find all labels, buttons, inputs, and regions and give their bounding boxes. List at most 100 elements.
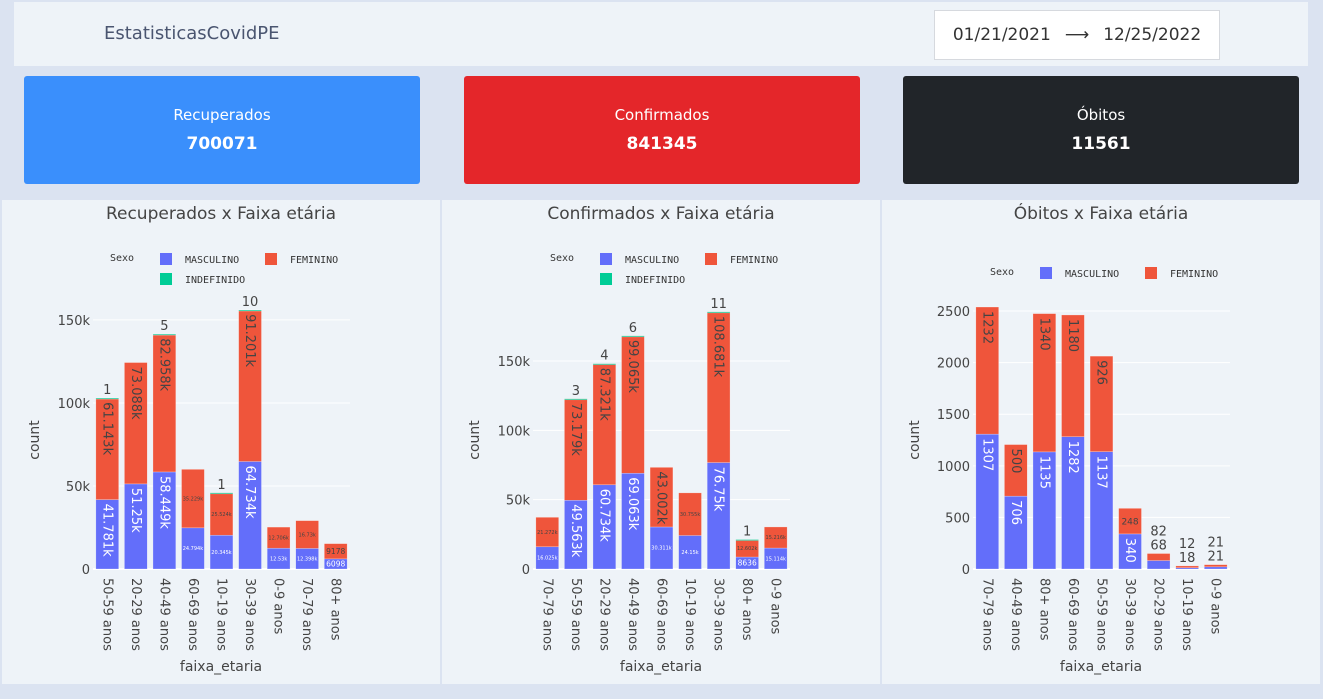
bar-indefinido bbox=[592, 363, 617, 365]
bar-label: 91.201k bbox=[242, 314, 257, 367]
x-tick-label: 60-69 anos bbox=[185, 578, 200, 651]
bar-label-outside: 11 bbox=[710, 297, 727, 312]
bar-label: 108.681k bbox=[711, 316, 726, 378]
bar-label: 64.734k bbox=[242, 466, 257, 519]
bar-label-outside: 10 bbox=[242, 295, 259, 310]
y-tick-label: 2500 bbox=[937, 305, 970, 320]
x-tick-label: 20-29 anos bbox=[1151, 578, 1166, 651]
bar-label: 248 bbox=[1121, 517, 1138, 527]
bar-label-outside: 4 bbox=[600, 349, 608, 364]
card-label: Óbitos bbox=[1076, 106, 1126, 124]
top-bar: EstatisticasCovidPE 01/21/2021 ⟶ 12/25/2… bbox=[14, 2, 1308, 66]
bar-feminino bbox=[295, 520, 319, 549]
legend-swatch bbox=[160, 273, 172, 285]
bar-feminino bbox=[1032, 313, 1057, 453]
x-tick-label: 80+ anos bbox=[1036, 578, 1051, 641]
bar-label: 99.065k bbox=[625, 340, 640, 393]
x-tick-label: 70-79 anos bbox=[299, 578, 314, 651]
bar-label-outside: 1 bbox=[103, 383, 111, 398]
x-tick-label: 40-49 anos bbox=[156, 578, 171, 651]
x-tick-label: 30-39 anos bbox=[1122, 578, 1137, 651]
x-axis-title: faixa_etaria bbox=[1060, 659, 1142, 675]
x-tick-label: 70-79 anos bbox=[539, 578, 554, 651]
bar-label: 61.143k bbox=[99, 402, 114, 455]
bar-label: 30.755k bbox=[680, 512, 700, 518]
x-axis-title: faixa_etaria bbox=[620, 659, 702, 675]
bar-label: 73.179k bbox=[568, 403, 583, 456]
bar-label: 1137 bbox=[1094, 456, 1109, 489]
bar-masculino bbox=[1204, 566, 1228, 570]
card-label: Recuperados bbox=[173, 106, 271, 124]
legend-swatch bbox=[265, 253, 277, 265]
bar-label: 15.114k bbox=[766, 556, 786, 562]
x-tick-label: 80+ anos bbox=[739, 578, 754, 641]
chart-svg[interactable]: Recuperados x Faixa etária Sexo MASCULINO F… bbox=[2, 200, 440, 684]
card-obitos: Óbitos 11561 bbox=[903, 76, 1299, 184]
bar-label: 16.73k bbox=[299, 532, 316, 538]
bar-label-outside: 1 bbox=[217, 478, 225, 493]
legend-item: INDEFINIDO bbox=[185, 275, 245, 286]
date-range-picker[interactable]: 01/21/2021 ⟶ 12/25/2022 bbox=[934, 10, 1220, 60]
start-date-input[interactable]: 01/21/2021 bbox=[952, 25, 1051, 45]
bar-feminino bbox=[1004, 444, 1028, 497]
bar-indefinido bbox=[564, 398, 588, 401]
x-tick-label: 60-69 anos bbox=[1065, 578, 1080, 651]
y-tick-label: 50k bbox=[506, 494, 531, 509]
y-tick-label: 50k bbox=[66, 480, 91, 495]
end-date-input[interactable]: 12/25/2022 bbox=[1103, 25, 1202, 45]
bar-label: 8636 bbox=[738, 559, 757, 568]
bar-feminino bbox=[1118, 508, 1142, 535]
y-tick-label: 0 bbox=[522, 563, 530, 578]
y-tick-label: 1000 bbox=[937, 460, 970, 475]
x-tick-label: 10-19 anos bbox=[1179, 578, 1194, 651]
bar-label-outside: 1 bbox=[743, 525, 751, 540]
y-tick-label: 0 bbox=[962, 563, 970, 578]
bar-feminino bbox=[1089, 355, 1114, 452]
legend-swatch bbox=[1040, 267, 1052, 279]
x-tick-label: 10-19 anos bbox=[214, 578, 229, 651]
card-recuperados: Recuperados 700071 bbox=[24, 76, 420, 184]
x-tick-label: 0-9 anos bbox=[1208, 578, 1223, 635]
bar-label: 21.272k bbox=[537, 530, 557, 536]
bar-indefinido bbox=[735, 539, 759, 541]
x-tick-label: 40-49 anos bbox=[625, 578, 640, 651]
legend-swatch bbox=[1145, 267, 1157, 279]
bar-label: 20.345k bbox=[211, 550, 231, 556]
chart-recuperados: Recuperados x Faixa etária Sexo MASCULINO F… bbox=[2, 200, 440, 684]
y-tick-label: 500 bbox=[945, 511, 970, 526]
chart-svg[interactable]: Óbitos x Faixa etária Sexo MASCULINO FEMINI… bbox=[882, 200, 1320, 684]
chart-title: Recuperados x Faixa etária bbox=[106, 204, 336, 224]
legend-title: Sexo bbox=[990, 267, 1014, 278]
bar-label: 1232 bbox=[979, 311, 994, 344]
y-axis-title: count bbox=[27, 420, 43, 460]
legend-swatch bbox=[600, 273, 612, 285]
y-tick-label: 2000 bbox=[937, 357, 970, 372]
bar-label-outside: 68 bbox=[1150, 539, 1167, 554]
bar-indefinido bbox=[209, 492, 234, 495]
x-axis-title: faixa_etaria bbox=[180, 659, 262, 675]
y-tick-label: 150k bbox=[498, 355, 531, 370]
bar-label-outside: 3 bbox=[572, 384, 580, 399]
x-tick-label: 40-49 anos bbox=[1008, 578, 1023, 651]
bar-label: 82.958k bbox=[156, 338, 171, 391]
chart-svg[interactable]: Confirmados x Faixa etária Sexo MASCULINO F… bbox=[442, 200, 880, 684]
card-value: 11561 bbox=[1071, 134, 1131, 154]
bar-label: 12.398k bbox=[297, 556, 317, 562]
bar-label: 1282 bbox=[1065, 441, 1080, 474]
bar-label: 12.602k bbox=[737, 546, 757, 552]
x-tick-label: 30-39 anos bbox=[242, 578, 257, 651]
bar-feminino bbox=[1175, 565, 1199, 569]
y-tick-label: 100k bbox=[498, 424, 531, 439]
bar-label: 35.229k bbox=[183, 496, 203, 502]
card-label: Confirmados bbox=[614, 106, 710, 124]
bar-feminino bbox=[975, 306, 999, 435]
bar-indefinido bbox=[152, 333, 177, 336]
x-tick-label: 0-9 anos bbox=[768, 578, 783, 635]
bar-label: 30.311k bbox=[651, 546, 671, 552]
app-title[interactable]: EstatisticasCovidPE bbox=[104, 23, 280, 44]
bar-label: 51.25k bbox=[128, 488, 143, 533]
arrow-right-icon: ⟶ bbox=[1064, 25, 1090, 45]
bar-label-outside: 6 bbox=[629, 321, 637, 336]
bar-label: 6098 bbox=[326, 560, 345, 569]
bar-feminino bbox=[649, 467, 674, 528]
